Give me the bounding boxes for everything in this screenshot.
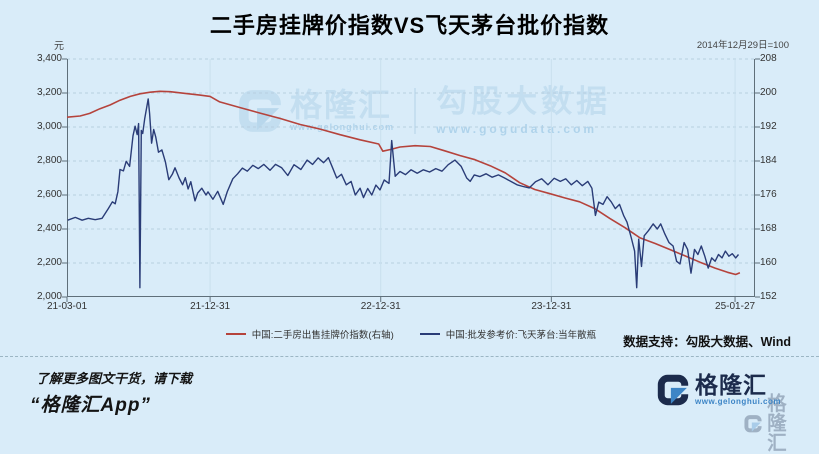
gelonghui-logo-icon: [657, 374, 689, 406]
promo-line-2: “格隆汇App”: [30, 395, 151, 416]
left-axis-unit-label: 元: [54, 41, 64, 52]
legend-item-housing-index: 中国:二手房出售挂牌价指数(右轴): [225, 327, 394, 341]
legend: 中国:二手房出售挂牌价指数(右轴) 中国:批发参考价:飞天茅台:当年散瓶: [67, 327, 755, 341]
y-axis-label-right: 200: [760, 87, 777, 98]
y-axis-label-left: 3,400: [36, 53, 62, 64]
series-moutai-price: [67, 98, 740, 289]
plot-svg: [62, 58, 760, 302]
gelonghui-logo: 格隆汇 www.gelonghui.com: [657, 374, 781, 406]
watermark-partner-url: www.gogudata.com: [436, 121, 598, 136]
promo-line-1: 了解更多图文干货，请下载: [36, 371, 193, 386]
y-axis-label-right: 184: [760, 155, 777, 166]
y-axis-label-left: 2,800: [36, 155, 62, 166]
y-axis-right: 208 200 192 184 176 168 160 152: [760, 53, 816, 302]
footer-brand-name: 格隆汇: [695, 372, 767, 398]
y-axis-label-left: 3,000: [36, 121, 62, 132]
y-axis-label-right: 208: [760, 53, 777, 64]
x-axis: 21-03-01 21-12-31 22-12-31 23-12-31 25-01-27: [47, 301, 756, 315]
legend-label-housing: 中国:二手房出售挂牌价指数(右轴): [251, 330, 394, 341]
page-title: 二手房挂牌价指数VS飞天茅台批价指数: [209, 13, 610, 38]
x-axis-label: 25-01-27: [715, 301, 756, 312]
legend-swatch-moutai: [419, 333, 440, 335]
legend-label-moutai: 中国:批发参考价:飞天茅台:当年散瓶: [445, 330, 597, 341]
x-axis-label: 21-12-31: [190, 301, 231, 312]
watermark-partner-name: 勾股大数据: [436, 84, 612, 119]
x-axis-label: 23-12-31: [531, 301, 572, 312]
y-axis-left: 3,400 3,200 3,000 2,800 2,600 2,400 2,200 2,000: [0, 53, 62, 302]
y-axis-label-left: 2,600: [36, 189, 62, 200]
watermark-brand-name: 格隆汇: [290, 87, 393, 124]
footer-brand-url: www.gelonghui.com: [695, 397, 781, 406]
watermark: 格隆汇 www.gelonghui.com 勾股大数据 www.gogudata…: [238, 84, 612, 136]
gelonghui-logo-icon: [744, 414, 763, 432]
watermark-brand-url: www.gelonghui.com: [290, 121, 395, 132]
plot-area: [62, 58, 760, 302]
x-axis-label: 21-03-01: [46, 301, 88, 312]
y-axis-label-left: 2,200: [36, 257, 62, 268]
footer-divider: [0, 356, 819, 357]
y-axis-label-right: 192: [760, 121, 777, 132]
y-axis-label-right: 176: [760, 189, 777, 200]
y-axis-label-left: 2,400: [36, 223, 62, 234]
watermark-divider: [414, 87, 417, 134]
y-axis-label-right: 160: [760, 257, 777, 268]
data-support-note: 数据支持：勾股大数据、Wind: [623, 335, 791, 349]
y-axis-label-left: 2,000: [36, 291, 62, 302]
series-housing-index: [66, 90, 741, 276]
legend-swatch-housing: [225, 333, 246, 335]
legend-item-moutai-price: 中国:批发参考价:飞天茅台:当年散瓶: [419, 327, 597, 341]
x-axis-label: 22-12-31: [360, 301, 401, 312]
y-axis-label-right: 152: [760, 291, 777, 302]
y-axis-label-left: 3,200: [36, 87, 62, 98]
y-axis-label-right: 168: [760, 223, 777, 234]
right-axis-base-note: 2014年12月29日=100: [696, 40, 789, 51]
